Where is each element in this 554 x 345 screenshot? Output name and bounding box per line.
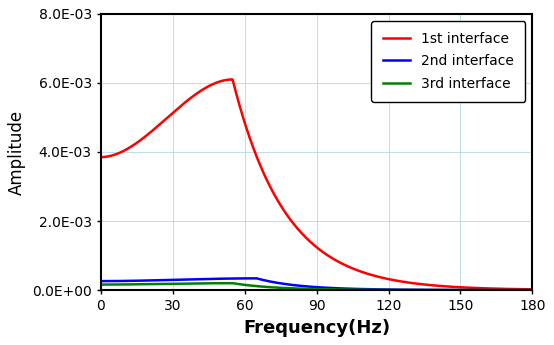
Line: 3rd interface: 3rd interface — [101, 283, 532, 290]
3rd interface — [119, 283, 126, 287]
Y-axis label: Amplitude: Amplitude — [8, 109, 27, 195]
3rd interface — [229, 281, 236, 285]
X-axis label: Frequency(Hz): Frequency(Hz) — [243, 319, 390, 337]
Line: 1st interface: 1st interface — [101, 79, 532, 289]
1st interface — [296, 229, 302, 233]
2nd interface — [253, 276, 260, 280]
1st interface — [98, 155, 104, 159]
1st interface — [517, 287, 524, 291]
1st interface — [529, 287, 536, 292]
3rd interface — [516, 288, 523, 292]
3rd interface — [517, 288, 524, 292]
3rd interface — [307, 287, 314, 291]
1st interface — [516, 287, 523, 291]
2nd interface — [98, 279, 104, 283]
2nd interface — [296, 284, 302, 288]
2nd interface — [529, 288, 536, 292]
2nd interface — [516, 288, 523, 292]
3rd interface — [529, 288, 536, 292]
1st interface — [229, 77, 236, 81]
Legend: 1st interface, 2nd interface, 3rd interface: 1st interface, 2nd interface, 3rd interf… — [372, 21, 526, 102]
1st interface — [119, 149, 126, 154]
2nd interface — [517, 288, 524, 292]
3rd interface — [438, 288, 444, 292]
2nd interface — [307, 285, 314, 289]
1st interface — [307, 240, 314, 244]
Line: 2nd interface: 2nd interface — [101, 278, 532, 290]
2nd interface — [438, 288, 444, 292]
2nd interface — [119, 279, 126, 283]
1st interface — [438, 284, 444, 288]
3rd interface — [296, 287, 302, 291]
3rd interface — [98, 283, 104, 287]
